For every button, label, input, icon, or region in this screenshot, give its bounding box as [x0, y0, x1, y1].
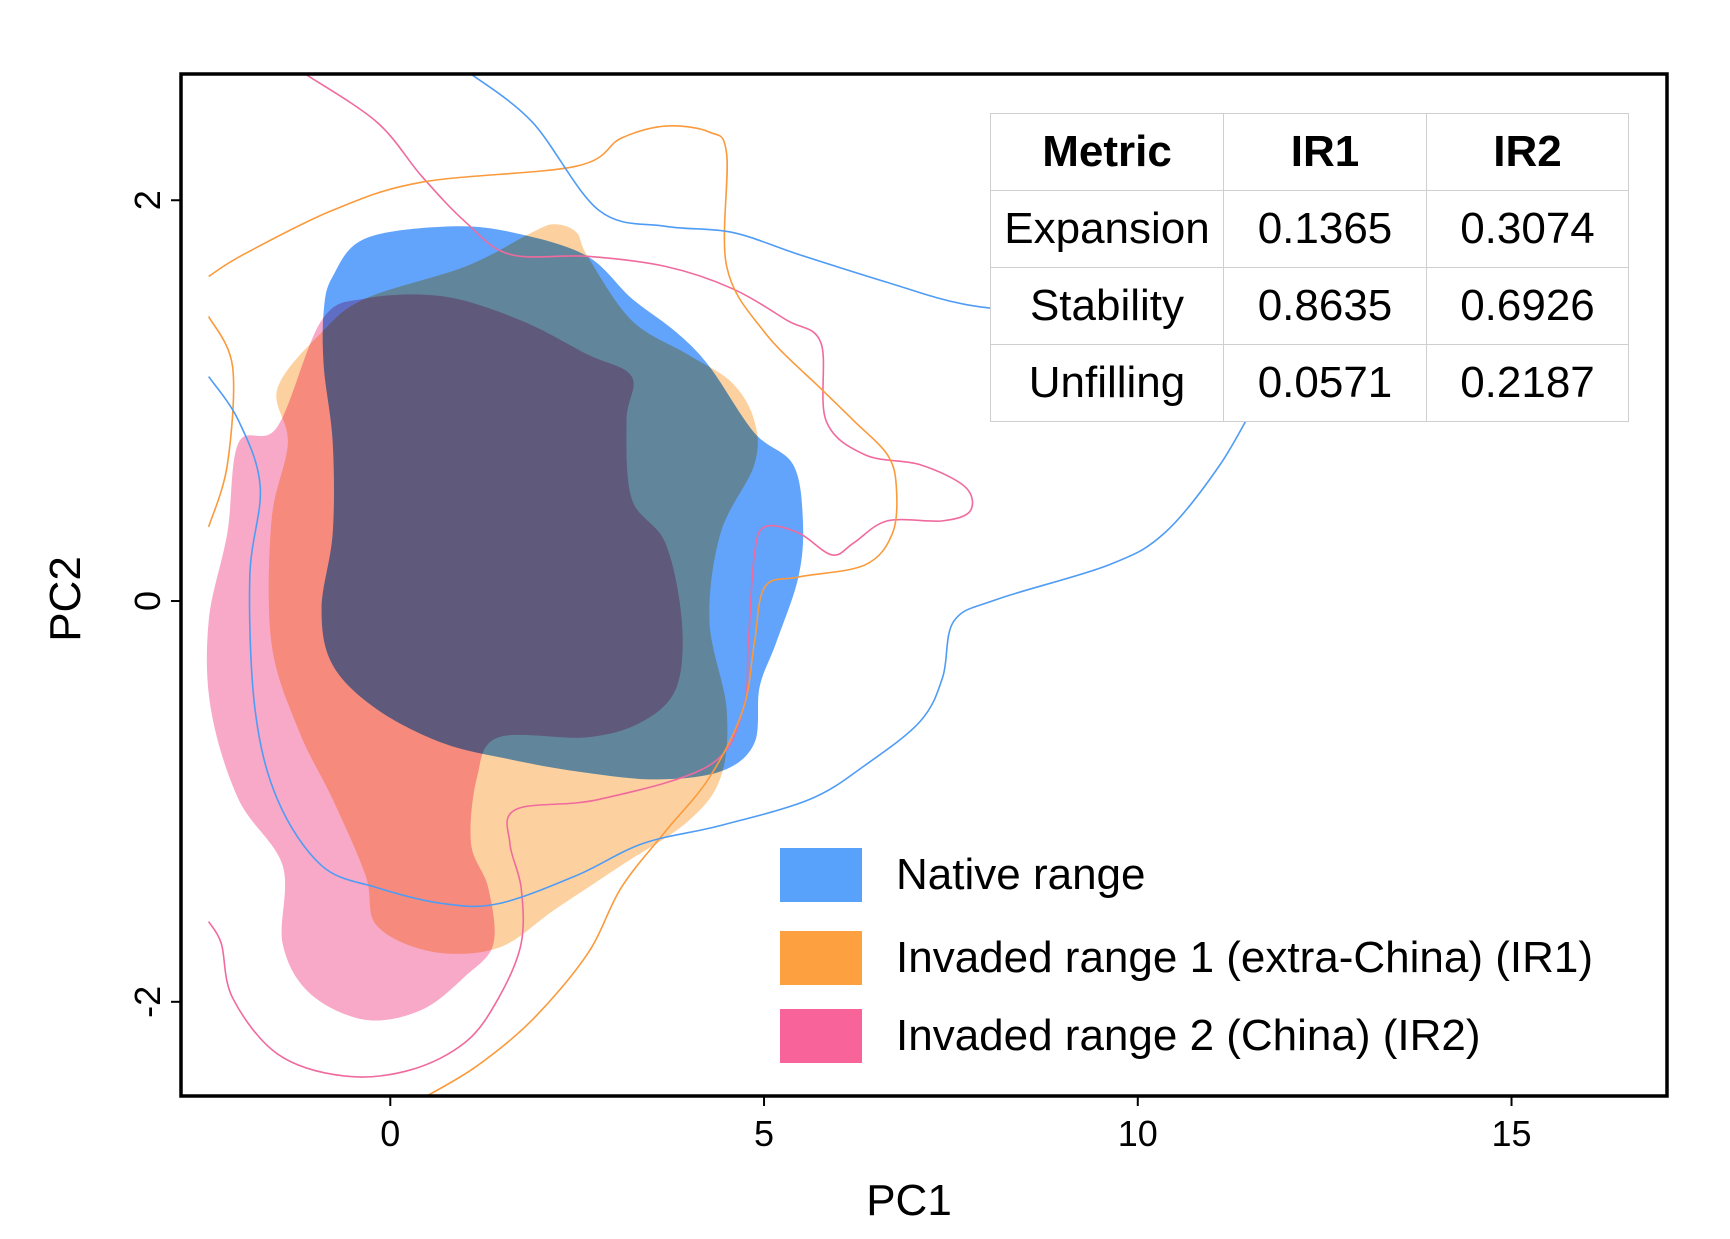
y-tick-label: 0 [127, 591, 168, 611]
table-row: Stability 0.8635 0.6926 [990, 267, 1629, 345]
legend-label: Invaded range 2 (China) (IR2) [896, 1011, 1481, 1060]
native-density-area [321, 226, 804, 780]
legend-item-ir1: Invaded range 1 (extra-China) (IR1) [780, 931, 1593, 985]
legend-label: Native range [896, 850, 1146, 899]
table-cell: 0.3074 [1426, 190, 1629, 268]
table-row: Expansion 0.1365 0.3074 [990, 190, 1629, 268]
x-tick-label: 15 [1491, 1113, 1531, 1154]
legend-swatch [780, 931, 862, 985]
x-axis-title: PC1 [866, 1176, 952, 1225]
table-header: Metric [990, 113, 1224, 191]
table-row: Unfilling 0.0571 0.2187 [990, 344, 1629, 422]
y-tick-label: 2 [127, 190, 168, 210]
ir1-contour-line [207, 316, 235, 528]
table-cell: Expansion [990, 190, 1224, 268]
legend-label: Invaded range 1 (extra-China) (IR1) [896, 933, 1593, 982]
table-header: IR2 [1426, 113, 1629, 191]
table-cell: 0.6926 [1426, 267, 1629, 345]
y-tick-label: -2 [127, 986, 168, 1018]
x-tick-label: 0 [380, 1113, 400, 1154]
native-contour-line [207, 74, 1299, 908]
plot-frame [179, 72, 1669, 1098]
table-header-row: Metric IR1 IR2 [990, 113, 1629, 191]
legend-swatch [780, 848, 862, 902]
y-axis-title: PC2 [41, 556, 90, 642]
x-tick-label: 5 [754, 1113, 774, 1154]
table-cell: Stability [990, 267, 1224, 345]
legend-swatch [780, 1009, 862, 1063]
legend-item-ir2: Invaded range 2 (China) (IR2) [780, 1009, 1481, 1063]
table-cell: 0.8635 [1223, 267, 1427, 345]
table-cell: 0.0571 [1223, 344, 1427, 422]
ir2-contour-line [207, 74, 974, 1078]
table-header: IR1 [1223, 113, 1427, 191]
table-cell: 0.2187 [1426, 344, 1629, 422]
metrics-table: Metric IR1 IR2 Expansion 0.1365 0.3074 S… [990, 113, 1629, 422]
table-cell: 0.1365 [1223, 190, 1427, 268]
table-cell: Unfilling [990, 344, 1224, 422]
legend-item-native: Native range [780, 848, 1145, 902]
ir1-contour-line [208, 125, 898, 1096]
x-tick-label: 10 [1118, 1113, 1158, 1154]
